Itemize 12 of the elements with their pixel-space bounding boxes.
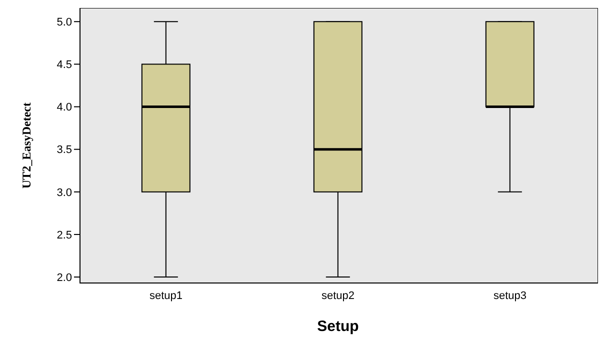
- x-axis-title: Setup: [317, 318, 359, 335]
- y-tick-label: 4.5: [56, 59, 72, 72]
- y-tick-label: 5.0: [56, 16, 72, 29]
- x-tick-label: setup3: [493, 290, 527, 302]
- y-tick-label: 4.0: [56, 102, 72, 114]
- y-axis-title: UT2_EasyDetect: [19, 102, 34, 188]
- y-tick-label: 2.0: [56, 272, 72, 284]
- x-tick-label: setup1: [149, 290, 183, 302]
- x-tick-label: setup2: [321, 290, 355, 302]
- y-tick-label: 2.5: [56, 229, 72, 242]
- y-tick-label: 3.5: [56, 144, 72, 156]
- y-tick-label: 3.0: [56, 186, 72, 199]
